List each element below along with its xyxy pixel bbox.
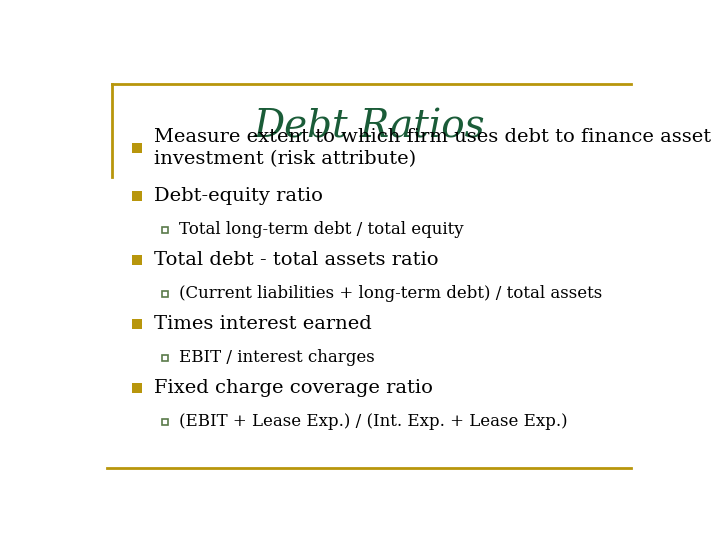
Text: Measure extent to which firm uses debt to finance asset
investment (risk attribu: Measure extent to which firm uses debt t…	[154, 127, 711, 168]
Text: Times interest earned: Times interest earned	[154, 315, 372, 333]
Text: Debt Ratios: Debt Ratios	[253, 109, 485, 145]
Text: (Current liabilities + long-term debt) / total assets: (Current liabilities + long-term debt) /…	[179, 286, 603, 302]
Text: Total debt - total assets ratio: Total debt - total assets ratio	[154, 251, 438, 269]
Text: Total long-term debt / total equity: Total long-term debt / total equity	[179, 221, 464, 238]
Text: (EBIT + Lease Exp.) / (Int. Exp. + Lease Exp.): (EBIT + Lease Exp.) / (Int. Exp. + Lease…	[179, 414, 568, 430]
Text: Fixed charge coverage ratio: Fixed charge coverage ratio	[154, 379, 433, 397]
Text: EBIT / interest charges: EBIT / interest charges	[179, 349, 375, 367]
Text: Debt-equity ratio: Debt-equity ratio	[154, 187, 323, 205]
